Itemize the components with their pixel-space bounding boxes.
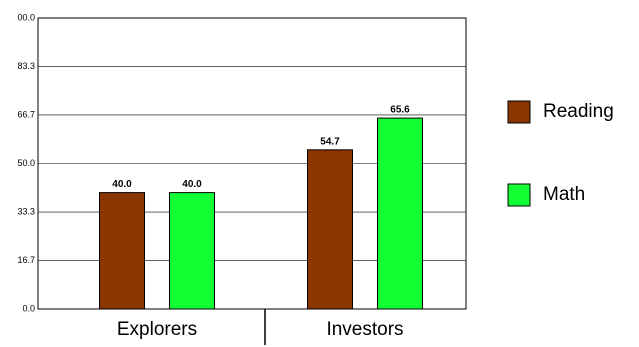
y-tick-label: 16.7 [17,255,35,265]
legend-swatch [507,183,531,207]
plot-border [37,17,467,310]
y-tick-label: 83.3 [17,61,35,71]
x-tick-label: Explorers [117,319,197,340]
legend-swatch [507,100,531,124]
y-tick-label: 0.0 [22,303,35,313]
x-tick-label: Investors [326,319,403,340]
bar [169,192,215,310]
bar [307,149,353,310]
legend-label: Reading [543,101,614,122]
y-tick-label: 66.7 [17,109,35,119]
bar [99,192,145,310]
bar [377,117,423,310]
value-label: 40.0 [112,179,132,190]
y-tick-label: 33.3 [17,206,35,216]
value-label: 54.7 [320,136,340,147]
legend-label: Math [543,184,585,205]
y-tick-label: 50.0 [17,158,35,168]
value-label: 65.6 [390,105,410,116]
value-label: 40.0 [182,179,202,190]
y-tick-label: 00.0 [17,12,35,22]
